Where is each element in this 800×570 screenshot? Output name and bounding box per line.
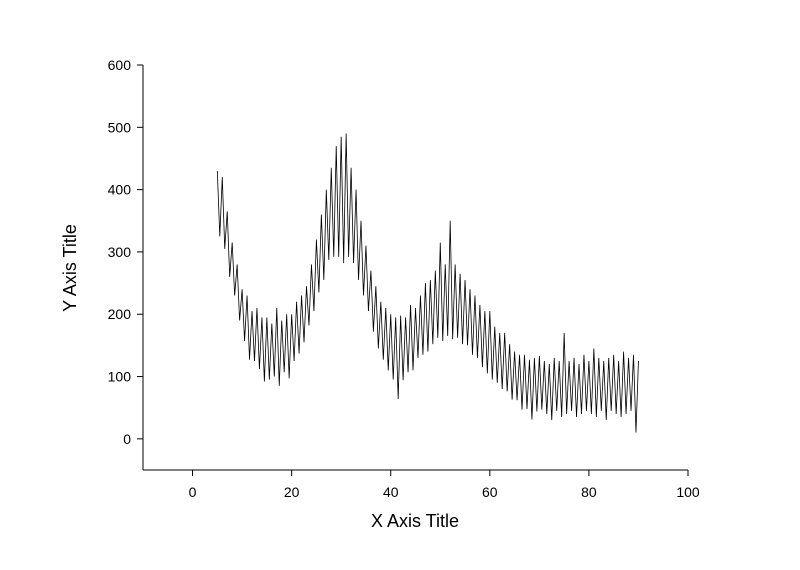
x-tick-label: 80 <box>581 484 597 500</box>
x-tick-label: 40 <box>383 484 399 500</box>
y-tick-label: 300 <box>108 244 132 260</box>
data-line <box>216 133 639 433</box>
x-tick-label: 0 <box>189 484 197 500</box>
y-tick-label: 600 <box>108 57 132 73</box>
x-tick-label: 20 <box>284 484 300 500</box>
x-tick-label: 60 <box>482 484 498 500</box>
x-axis-title: X Axis Title <box>371 511 459 531</box>
y-axis-title: Y Axis Title <box>60 224 80 312</box>
y-tick-label: 400 <box>108 182 132 198</box>
y-tick-label: 0 <box>123 431 131 447</box>
y-tick-label: 500 <box>108 119 132 135</box>
y-tick-label: 200 <box>108 306 132 322</box>
y-tick-label: 100 <box>108 369 132 385</box>
x-tick-label: 100 <box>676 484 700 500</box>
